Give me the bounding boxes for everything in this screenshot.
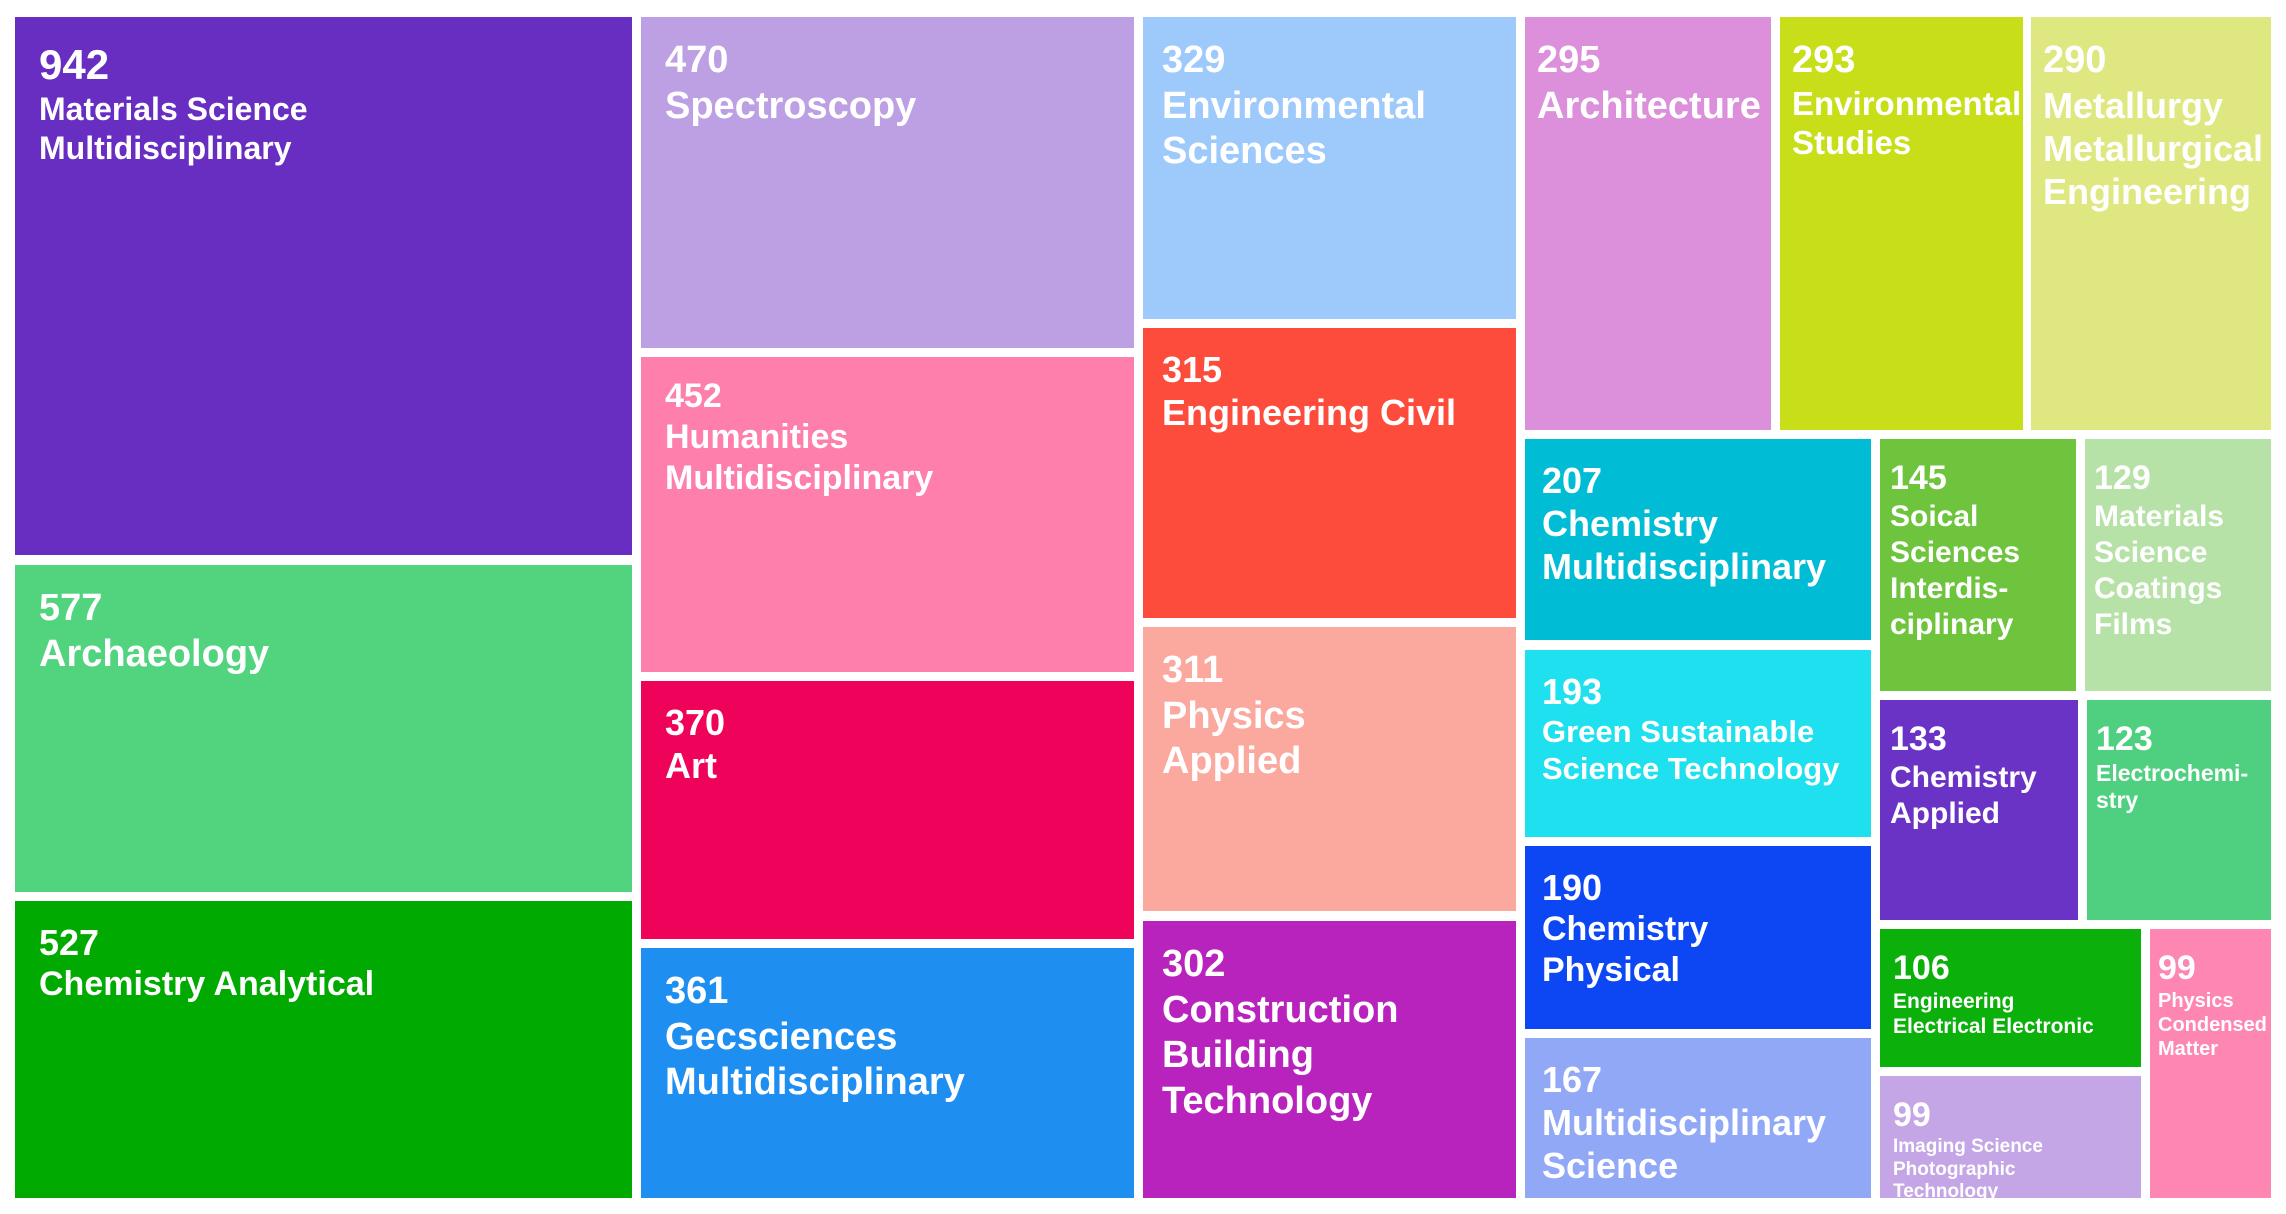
tile-value: 129 — [2094, 459, 2151, 497]
tile-value: 942 — [39, 41, 110, 88]
tile-value: 106 — [1893, 949, 1950, 987]
tile-label: Multidisciplinary Science — [1542, 1102, 1827, 1187]
treemap-tile: 577 Archaeology — [15, 565, 632, 892]
treemap-tile: 129 Materials Science Coatings Films — [2085, 439, 2271, 691]
treemap-tile: 452 Humanities Multidisciplinary — [641, 357, 1134, 672]
tile-value: 452 — [665, 377, 722, 415]
tile-value: 193 — [1542, 671, 1603, 712]
tile-label: Green Sustainable Science Technology — [1542, 714, 1840, 787]
tile-value: 315 — [1162, 349, 1223, 390]
tile-label: Chemistry Applied — [1890, 760, 2037, 830]
tile-label: Chemistry Analytical — [39, 965, 375, 1004]
tile-label: Art — [665, 745, 717, 787]
tile-label: Physics Applied — [1162, 694, 1306, 783]
tile-label: Metallurgy Metallurgical Engineering — [2043, 84, 2264, 212]
tile-label: Humanities Multidisciplinary — [665, 417, 934, 497]
treemap-tile: 295 Architecture — [1525, 17, 1771, 430]
tile-label: Physics Condensed Matter — [2158, 989, 2267, 1060]
tile-value: 311 — [1162, 649, 1224, 691]
tile-label: Environmental Studies — [1792, 84, 2022, 162]
treemap-tile: 207 Chemistry Multidisciplinary — [1525, 439, 1871, 640]
treemap-tile: 193 Green Sustainable Science Technology — [1525, 650, 1871, 837]
treemap-tile: 145 Soical Sciences Interdis- ciplinary — [1880, 439, 2076, 691]
treemap-tile: 167 Multidisciplinary Science — [1525, 1038, 1871, 1198]
tile-value: 133 — [1890, 720, 1947, 758]
tile-label: Engineering Civil — [1162, 392, 1457, 434]
tile-label: Architecture — [1537, 84, 1761, 127]
tile-value: 293 — [1792, 39, 1856, 81]
tile-label: Engineering Electrical Electronic — [1893, 989, 2094, 1038]
tile-label: Gecsciences Multidisciplinary — [665, 1015, 965, 1104]
treemap-tile: 123 Electrochemi- stry — [2087, 700, 2271, 920]
treemap-tile: 311 Physics Applied — [1143, 627, 1516, 911]
treemap-tile: 527 Chemistry Analytical — [15, 901, 632, 1198]
treemap-tile: 99 Physics Condensed Matter — [2150, 929, 2271, 1198]
treemap-tile: 293 Environmental Studies — [1780, 17, 2023, 430]
treemap-tile: 361 Gecsciences Multidisciplinary — [641, 948, 1134, 1198]
tile-label: Archaeology — [39, 632, 270, 675]
tile-value: 123 — [2096, 720, 2153, 758]
tile-value: 99 — [1893, 1096, 1931, 1134]
tile-value: 207 — [1542, 460, 1603, 501]
tile-value: 290 — [2043, 39, 2107, 81]
tile-value: 470 — [665, 39, 729, 81]
treemap-tile: 190 Chemistry Physical — [1525, 846, 1871, 1029]
tile-value: 145 — [1890, 459, 1947, 497]
tile-label: Chemistry Multidisciplinary — [1542, 503, 1827, 588]
tile-value: 577 — [39, 587, 103, 629]
tile-label: Environmental Sciences — [1162, 84, 1426, 173]
treemap-tile: 106 Engineering Electrical Electronic — [1880, 929, 2141, 1067]
tile-label: Soical Sciences Interdis- ciplinary — [1890, 499, 2021, 641]
tile-label: Electrochemi- stry — [2096, 759, 2249, 814]
treemap-tile: 470 Spectroscopy — [641, 17, 1134, 348]
tile-label: Construction Building Technology — [1162, 988, 1399, 1122]
tile-value: 329 — [1162, 39, 1226, 81]
tile-value: 527 — [39, 922, 100, 963]
tile-value: 99 — [2158, 949, 2196, 987]
tile-label: Materials Science Coatings Films — [2094, 499, 2225, 641]
tile-label: Chemistry Physical — [1542, 910, 1709, 989]
tile-value: 370 — [665, 702, 726, 743]
treemap-tile: 329 Environmental Sciences — [1143, 17, 1516, 319]
treemap-tile: 290 Metallurgy Metallurgical Engineering — [2031, 17, 2271, 430]
tile-label: Materials Science Multidisciplinary — [39, 91, 308, 166]
treemap-tile: 133 Chemistry Applied — [1880, 700, 2078, 920]
treemap-tile: 370 Art — [641, 681, 1134, 939]
treemap-tile: 315 Engineering Civil — [1143, 328, 1516, 618]
tile-value: 302 — [1162, 943, 1226, 985]
tile-label: Imaging Science Photographic Technology — [1893, 1135, 2043, 1198]
treemap-tile: 302 Construction Building Technology — [1143, 921, 1516, 1198]
treemap-tile: 99 Imaging Science Photographic Technolog… — [1880, 1076, 2141, 1198]
treemap-tile: 942 Materials Science Multidisciplinary — [15, 17, 632, 555]
tile-label: Spectroscopy — [665, 84, 917, 127]
tile-value: 167 — [1542, 1059, 1603, 1100]
tile-value: 295 — [1537, 39, 1601, 81]
tile-value: 190 — [1542, 867, 1603, 908]
tile-value: 361 — [665, 970, 729, 1012]
